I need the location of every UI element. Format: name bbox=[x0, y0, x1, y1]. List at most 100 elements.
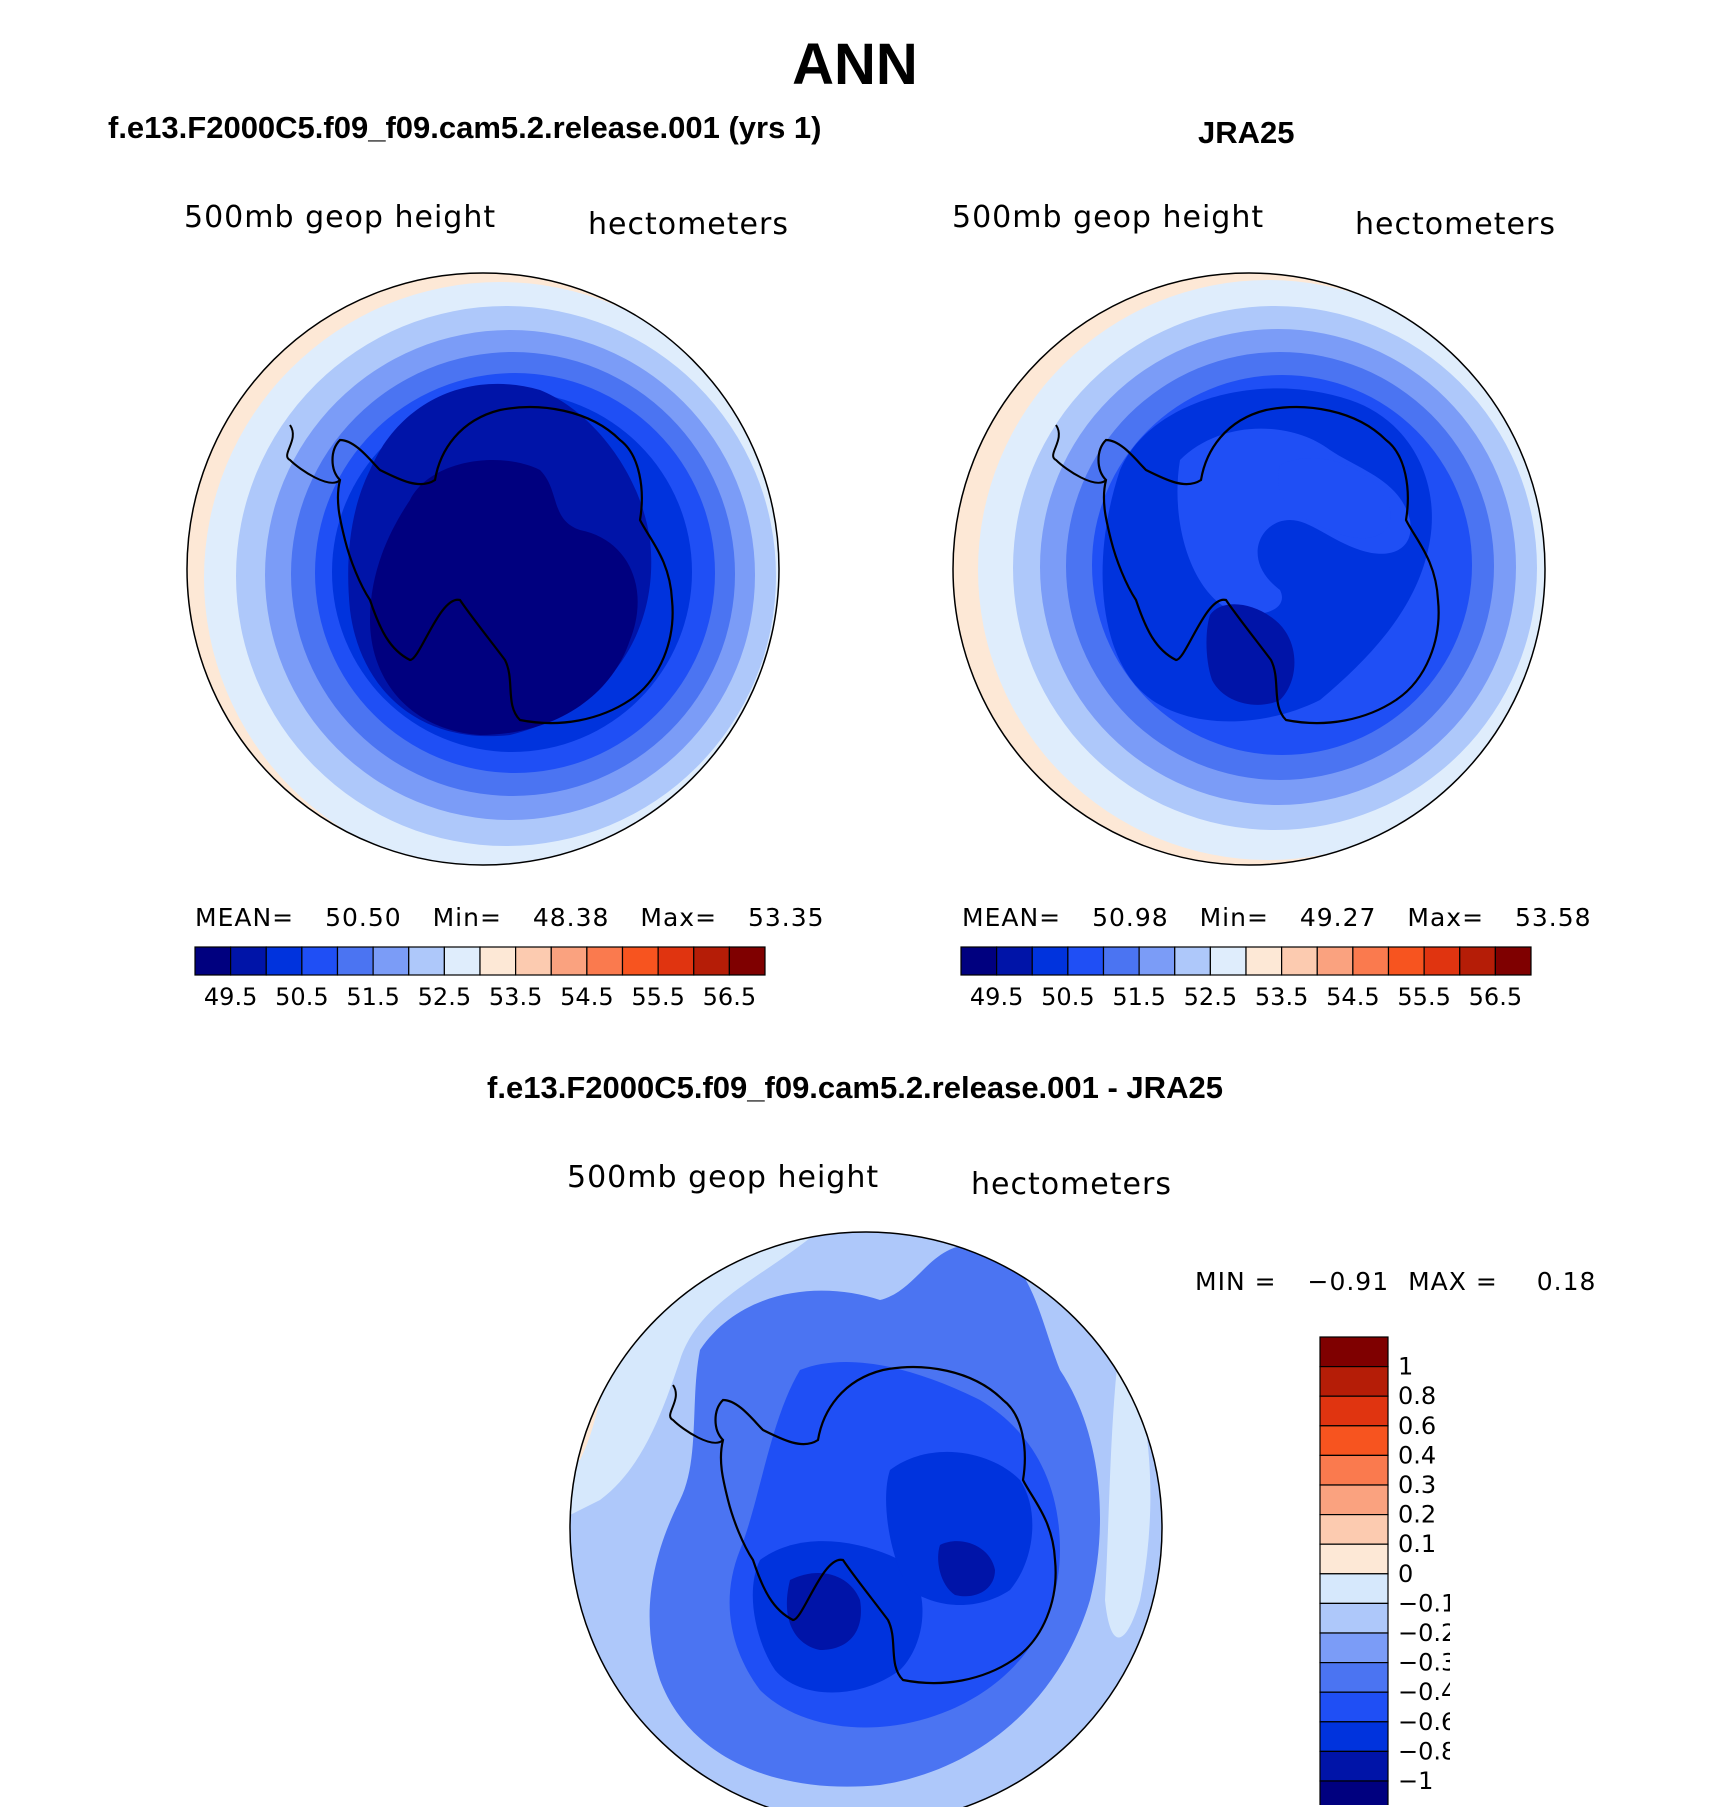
obs-colorbar-box bbox=[1387, 946, 1425, 976]
diff-max-value: 0.18 bbox=[1536, 1267, 1597, 1296]
diff-colorbar-box bbox=[1319, 1543, 1389, 1575]
diff-colorbar-box bbox=[1319, 1336, 1389, 1368]
obs-colorbar-box bbox=[1494, 946, 1532, 976]
model-units-label: hectometers bbox=[588, 207, 789, 242]
model-colorbar-box bbox=[336, 946, 374, 976]
model-colorbar-label: 52.5 bbox=[418, 983, 471, 1011]
model-colorbar-box bbox=[230, 946, 267, 976]
diff-stats: MIN = −0.91 MAX = 0.18 bbox=[1195, 1267, 1596, 1296]
diff-colorbar-label: 0.3 bbox=[1398, 1471, 1436, 1499]
obs-colorbar-box bbox=[1459, 946, 1496, 976]
diff-map-border bbox=[569, 1231, 1163, 1807]
model-colorbar-box bbox=[479, 946, 517, 976]
diff-colorbar-label: 0.1 bbox=[1398, 1530, 1436, 1558]
obs-colorbar-box bbox=[1031, 946, 1069, 976]
model-antarctica-coastline bbox=[331, 405, 674, 725]
model-colorbar-label: 53.5 bbox=[489, 983, 542, 1011]
obs-polar-map bbox=[952, 272, 1546, 866]
model-colorbar-box bbox=[657, 946, 695, 976]
model-colorbar-box bbox=[550, 946, 588, 976]
obs-colorbar-label: 56.5 bbox=[1469, 983, 1522, 1011]
obs-colorbar-box bbox=[1138, 946, 1176, 976]
model-contour-band bbox=[370, 460, 638, 735]
obs-colorbar-box bbox=[1316, 946, 1354, 976]
obs-colorbar-label: 55.5 bbox=[1397, 983, 1450, 1011]
obs-antarctica-coastline bbox=[1097, 405, 1440, 725]
diff-colorbar-label: 0.8 bbox=[1398, 1382, 1436, 1410]
diff-colorbar-label: −0.1 bbox=[1398, 1589, 1450, 1617]
model-colorbar: 49.5 50.5 51.5 52.5 53.5 54.5 55.5 56.5 bbox=[194, 946, 766, 1011]
diff-colorbar-box bbox=[1319, 1484, 1389, 1516]
model-antarctic-peninsula bbox=[286, 424, 341, 484]
model-colorbar-box bbox=[621, 946, 659, 976]
obs-colorbar-box bbox=[1209, 946, 1247, 976]
model-colorbar-box bbox=[408, 946, 445, 976]
diff-min-label: MIN = bbox=[1195, 1267, 1277, 1296]
obs-min-label: Min= bbox=[1199, 903, 1269, 932]
model-max-value: 53.35 bbox=[748, 903, 825, 932]
model-colorbar-label: 49.5 bbox=[204, 983, 257, 1011]
diff-colorbar-label: 0.2 bbox=[1398, 1501, 1436, 1529]
model-colorbar-label: 51.5 bbox=[346, 983, 399, 1011]
model-colorbar-box bbox=[443, 946, 481, 976]
model-colorbar-box bbox=[728, 946, 766, 976]
model-map-border bbox=[186, 272, 780, 866]
model-colorbar-box bbox=[265, 946, 303, 976]
diff-colorbar-label: −0.8 bbox=[1398, 1737, 1450, 1765]
obs-colorbar: 49.5 50.5 51.5 52.5 53.5 54.5 55.5 56.5 bbox=[960, 946, 1532, 1011]
model-colorbar-label: 55.5 bbox=[631, 983, 684, 1011]
obs-colorbar-box bbox=[996, 946, 1033, 976]
diff-colorbar-box bbox=[1319, 1514, 1389, 1545]
diff-contour-band bbox=[886, 1451, 1033, 1605]
obs-stats: MEAN= 50.98 Min= 49.27 Max= 53.58 bbox=[962, 903, 1592, 932]
diff-polar-map bbox=[569, 1231, 1163, 1807]
diff-antarctica-coastline bbox=[714, 1365, 1057, 1685]
obs-colorbar-label: 51.5 bbox=[1112, 983, 1165, 1011]
model-variable-label: 500mb geop height bbox=[184, 200, 497, 235]
obs-mean-label: MEAN= bbox=[962, 903, 1062, 932]
diff-colorbar-box bbox=[1319, 1573, 1389, 1605]
diff-colorbar-box bbox=[1319, 1721, 1389, 1752]
obs-contour-band bbox=[1278, 457, 1391, 539]
diff-colorbar-label: 1 bbox=[1398, 1353, 1413, 1381]
obs-colorbar-box bbox=[960, 946, 998, 976]
diff-contour-band bbox=[786, 1572, 861, 1650]
obs-colorbar-label: 52.5 bbox=[1184, 983, 1237, 1011]
model-min-label: Min= bbox=[432, 903, 502, 932]
model-panel-header: f.e13.F2000C5.f09_f09.cam5.2.release.001… bbox=[108, 110, 822, 145]
diff-colorbar-box bbox=[1319, 1366, 1389, 1397]
model-min-value: 48.38 bbox=[532, 903, 610, 932]
obs-panel-header: JRA25 bbox=[1198, 115, 1295, 150]
diff-colorbar-box bbox=[1319, 1691, 1389, 1723]
diff-colorbar-label: 0.4 bbox=[1398, 1441, 1436, 1469]
obs-variable-label: 500mb geop height bbox=[952, 200, 1265, 235]
diff-antarctic-peninsula bbox=[669, 1384, 724, 1444]
model-mean-label: MEAN= bbox=[195, 903, 295, 932]
diff-colorbar-box bbox=[1319, 1780, 1389, 1805]
diff-colorbar-box bbox=[1319, 1395, 1389, 1427]
obs-contour-band bbox=[1206, 604, 1295, 705]
obs-max-label: Max= bbox=[1407, 903, 1485, 932]
obs-colorbar-label: 54.5 bbox=[1326, 983, 1379, 1011]
diff-colorbar-label: −0.4 bbox=[1398, 1678, 1450, 1706]
diff-units-label: hectometers bbox=[971, 1167, 1172, 1202]
obs-antarctic-peninsula bbox=[1052, 424, 1107, 484]
diff-colorbar-box bbox=[1319, 1662, 1389, 1693]
model-colorbar-label: 50.5 bbox=[275, 983, 328, 1011]
model-stats: MEAN= 50.50 Min= 48.38 Max= 53.35 bbox=[195, 903, 825, 932]
diff-colorbar-label: 0.6 bbox=[1398, 1412, 1436, 1440]
diff-colorbar-box bbox=[1319, 1632, 1389, 1664]
obs-colorbar-box bbox=[1102, 946, 1140, 976]
obs-map-border bbox=[952, 272, 1546, 866]
obs-colorbar-label: 53.5 bbox=[1255, 983, 1308, 1011]
obs-colorbar-box bbox=[1423, 946, 1461, 976]
diff-min-value: −0.91 bbox=[1307, 1267, 1390, 1296]
diff-colorbar-label: −1 bbox=[1398, 1767, 1433, 1795]
diff-colorbar-label: −0.6 bbox=[1398, 1708, 1450, 1736]
diff-colorbar: 10.80.60.40.30.20.10−0.1−0.2−0.3−0.4−0.6… bbox=[1319, 1336, 1450, 1805]
diff-panel-header: f.e13.F2000C5.f09_f09.cam5.2.release.001… bbox=[487, 1070, 1223, 1105]
model-colorbar-box bbox=[693, 946, 730, 976]
model-colorbar-box bbox=[515, 946, 552, 976]
diff-colorbar-label: 0 bbox=[1398, 1560, 1413, 1588]
obs-colorbar-box bbox=[1174, 946, 1211, 976]
